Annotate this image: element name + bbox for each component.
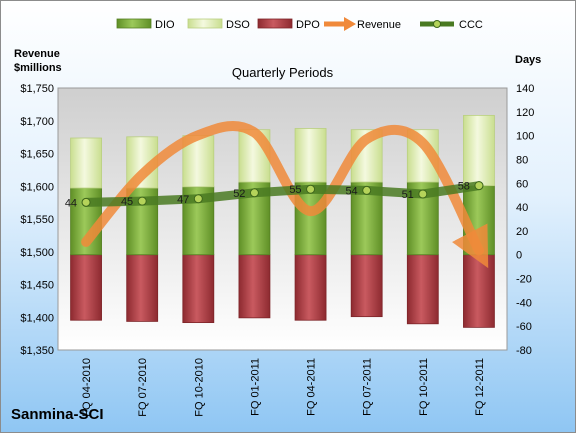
- legend-label: Revenue: [357, 19, 401, 31]
- ccc-point: [418, 189, 428, 199]
- dpo-bar: [70, 254, 102, 321]
- ccc-point: [474, 181, 484, 191]
- right-axis-tick-label: 140: [516, 83, 534, 95]
- left-axis-tick-label: $1,500: [20, 247, 54, 259]
- ccc-data-label: 45: [121, 196, 133, 208]
- x-axis-tick-label: FQ 01-2011: [249, 358, 261, 416]
- left-axis-tick-label: $1,400: [20, 312, 54, 324]
- ccc-point: [137, 196, 147, 206]
- ccc-data-label: 54: [345, 185, 357, 197]
- dpo-bar: [294, 254, 327, 321]
- left-axis-tick-label: $1,600: [20, 181, 54, 193]
- right-axis-tick-label: 100: [516, 131, 534, 143]
- dpo-legend-swatch: [257, 18, 293, 29]
- left-axis-title: Revenue: [14, 48, 60, 60]
- x-axis-tick-label: FQ 07-2011: [362, 358, 374, 416]
- x-axis-tick-label: FQ 07-2010: [137, 358, 149, 417]
- right-axis-tick-label: -20: [516, 274, 532, 286]
- plot-area: [57, 87, 508, 351]
- left-axis-tick-label: $1,450: [20, 280, 54, 292]
- chart-title: Quarterly Periods: [232, 65, 334, 80]
- ccc-point: [81, 197, 91, 207]
- right-axis-tick-label: 20: [516, 226, 528, 238]
- legend-label: CCC: [459, 19, 483, 31]
- legend-label: DPO: [296, 19, 320, 31]
- legend-label: DSO: [226, 19, 250, 31]
- dpo-bar: [238, 254, 271, 319]
- right-axis-tick-label: 40: [516, 202, 528, 214]
- dpo-bar: [350, 254, 383, 318]
- ccc-data-label: 52: [233, 188, 245, 200]
- dso-bar: [70, 137, 102, 189]
- x-axis-tick-label: FQ 04-2011: [306, 358, 318, 416]
- ccc-data-label: 47: [177, 194, 189, 206]
- arrow-icon: [344, 17, 356, 31]
- dpo-bar: [406, 254, 439, 325]
- dio-legend-swatch: [116, 18, 152, 29]
- dso-bar: [294, 128, 327, 183]
- ccc-line: [81, 181, 484, 207]
- right-axis-tick-label: 0: [516, 250, 522, 262]
- right-axis-tick-label: 120: [516, 107, 534, 119]
- left-axis-tick-label: $1,750: [20, 83, 54, 95]
- left-axis-tick-label: $1,350: [20, 345, 54, 357]
- x-axis-tick-label: FQ 10-2011: [418, 358, 430, 416]
- dpo-bar: [126, 254, 159, 322]
- right-axis-tick-label: 60: [516, 178, 528, 190]
- right-axis-tick-label: -40: [516, 297, 532, 309]
- x-axis-tick-label: FQ 12-2011: [474, 358, 486, 416]
- ccc-data-label: 51: [402, 189, 414, 201]
- right-axis-tick-label: -80: [516, 345, 532, 357]
- dpo-bar: [182, 254, 215, 324]
- ccc-data-label: 55: [289, 184, 301, 196]
- legend-label: DIO: [155, 19, 175, 31]
- left-axis-tick-label: $1,650: [20, 149, 54, 161]
- ccc-point: [249, 188, 259, 198]
- legend: DIO DSO DPO Revenue CCC: [116, 17, 483, 31]
- x-axis-tick-label: FQ 04-2010: [81, 358, 93, 417]
- left-axis-title: $millions: [14, 62, 62, 74]
- revenue-line: [81, 120, 489, 269]
- right-axis-tick-label: -60: [516, 321, 532, 333]
- right-axis-title: Days: [515, 54, 541, 66]
- left-axis-tick-label: $1,700: [20, 116, 54, 128]
- dso-bar: [463, 114, 495, 187]
- ccc-data-label: 58: [458, 181, 470, 193]
- ccc-point: [306, 184, 316, 194]
- right-axis-tick-label: 80: [516, 154, 528, 166]
- dpo-bar: [463, 254, 495, 328]
- ccc-legend-marker: [433, 20, 441, 28]
- left-axis-tick-label: $1,550: [20, 214, 54, 226]
- ccc-point: [193, 194, 203, 204]
- ccc-point: [362, 185, 372, 195]
- company-name: Sanmina-SCI: [11, 406, 104, 423]
- x-axis-tick-label: FQ 10-2010: [193, 358, 205, 417]
- dso-legend-swatch: [187, 18, 223, 29]
- ccc-data-label: 44: [65, 197, 77, 209]
